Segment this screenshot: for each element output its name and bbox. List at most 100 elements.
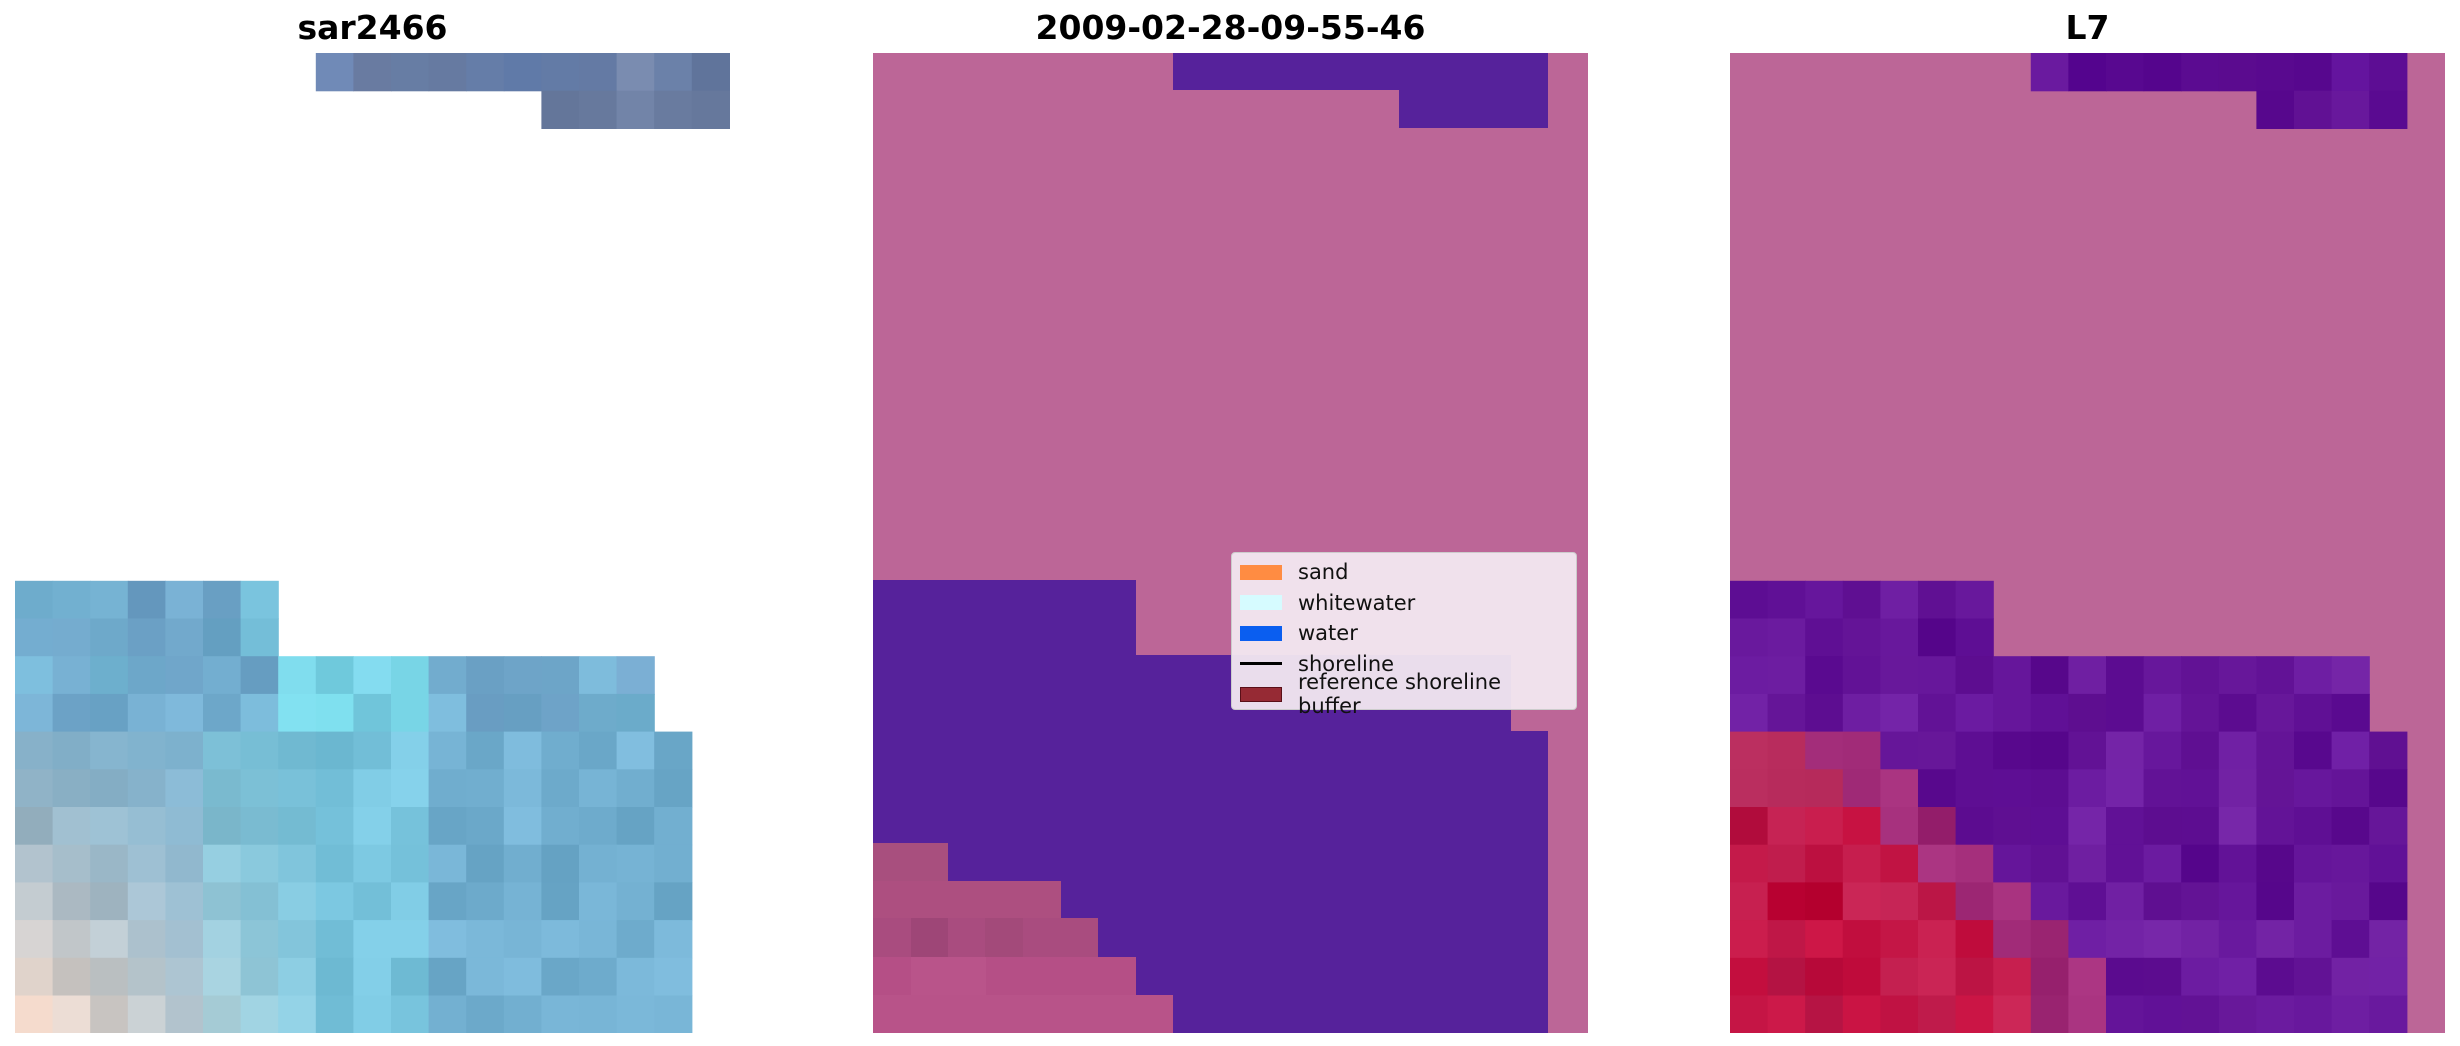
index-panel: [1730, 53, 2445, 1033]
index-pixel: [2106, 995, 2145, 1033]
rgb-pixel: [654, 957, 693, 997]
rgb-pixel: [203, 882, 242, 921]
rgb-pixel: [127, 618, 166, 657]
index-pixel: [1730, 731, 1769, 770]
rgb-pixel: [203, 807, 242, 846]
rgb-pixel: [654, 844, 693, 883]
rgb-pixel: [127, 920, 166, 959]
rgb-pixel: [428, 844, 467, 883]
rgb-pixel: [466, 656, 505, 695]
index-pixel: [1918, 844, 1957, 883]
index-pixel: [2181, 995, 2220, 1033]
rgb-pixel: [541, 957, 580, 997]
rgb-pixel: [165, 995, 204, 1033]
index-pixel: [2143, 807, 2182, 846]
rgb-pixel: [503, 731, 542, 770]
index-pixel: [1767, 995, 1806, 1033]
index-pixel: [1955, 769, 1994, 808]
rgb-pixel: [503, 920, 542, 959]
index-pixel: [2369, 844, 2408, 883]
rgb-image: [15, 53, 730, 1033]
panel-title-index: L7: [2065, 8, 2110, 47]
index-pixel: [1880, 957, 1919, 997]
index-pixel: [2181, 693, 2220, 733]
index-pixel: [2218, 995, 2257, 1033]
rgb-pixel: [353, 693, 392, 733]
rgb-pixel: [240, 769, 279, 808]
legend-item-water: water: [1240, 618, 1568, 649]
index-pixel: [2030, 656, 2069, 695]
index-pixel: [1842, 693, 1881, 733]
rgb-pixel: [52, 731, 91, 770]
rgb-pixel: [278, 957, 317, 997]
index-pixel: [2331, 90, 2370, 129]
rgb-pixel: [240, 807, 279, 846]
rgb-pixel: [654, 731, 693, 770]
rgb-pixel: [90, 580, 129, 620]
index-pixel: [2181, 731, 2220, 770]
index-pixel: [1805, 769, 1844, 808]
index-pixel: [2068, 731, 2107, 770]
index-pixel: [1805, 580, 1844, 620]
index-pixel: [2030, 844, 2069, 883]
index-pixel: [2030, 920, 2069, 959]
rgb-pixel: [541, 656, 580, 695]
rgb-pixel: [52, 656, 91, 695]
rgb-pixel: [90, 656, 129, 695]
rgb-pixel: [315, 807, 354, 846]
index-pixel-grid: [1730, 53, 2408, 1033]
index-pixel: [1767, 882, 1806, 921]
index-pixel: [1730, 580, 1769, 620]
rgb-pixel: [353, 844, 392, 883]
rgb-pixel: [466, 769, 505, 808]
rgb-pixel: [654, 995, 693, 1033]
legend-item-shoreline: shoreline: [1240, 649, 1568, 680]
index-pixel: [1767, 844, 1806, 883]
rgb-pixel: [127, 807, 166, 846]
index-pixel: [1730, 844, 1769, 883]
index-pixel: [2143, 53, 2182, 92]
index-pixel: [2218, 53, 2257, 92]
index-pixel: [2256, 693, 2295, 733]
rgb-pixel: [165, 807, 204, 846]
index-pixel: [1730, 920, 1769, 959]
index-pixel: [2181, 957, 2220, 997]
index-pixel: [2294, 882, 2333, 921]
index-pixel: [1880, 731, 1919, 770]
index-pixel: [2256, 844, 2295, 883]
index-pixel: [1842, 882, 1881, 921]
rgb-pixel: [315, 920, 354, 959]
rgb-pixel: [391, 844, 430, 883]
rgb-pixel: [503, 995, 542, 1033]
rgb-pixel: [52, 693, 91, 733]
rgb-pixel: [90, 844, 129, 883]
rgb-pixel: [240, 882, 279, 921]
rgb-pixel: [165, 618, 204, 657]
index-pixel: [2218, 807, 2257, 846]
rgb-pixel: [90, 957, 129, 997]
index-pixel: [2294, 995, 2333, 1033]
index-pixel: [1805, 656, 1844, 695]
rgb-pixel: [391, 53, 430, 92]
rgb-pixel: [541, 90, 580, 129]
rgb-pixel: [579, 731, 618, 770]
index-pixel: [2030, 807, 2069, 846]
rgb-pixel: [353, 920, 392, 959]
rgb-pixel: [579, 995, 618, 1033]
index-pixel: [1955, 882, 1994, 921]
rgb-pixel: [466, 882, 505, 921]
rgb-pixel: [15, 693, 54, 733]
rgb-pixel: [503, 807, 542, 846]
rgb-pixel: [15, 995, 54, 1033]
rgb-pixel: [203, 656, 242, 695]
index-pixel: [1993, 731, 2032, 770]
index-pixel: [2030, 957, 2069, 997]
rgb-pixel: [654, 769, 693, 808]
index-pixel: [1842, 807, 1881, 846]
index-pixel: [2256, 957, 2295, 997]
index-pixel: [1993, 656, 2032, 695]
index-pixel: [1767, 807, 1806, 846]
index-pixel: [2256, 90, 2295, 129]
index-pixel: [2106, 769, 2145, 808]
legend: sand whitewater water shoreline referenc…: [1231, 552, 1577, 718]
